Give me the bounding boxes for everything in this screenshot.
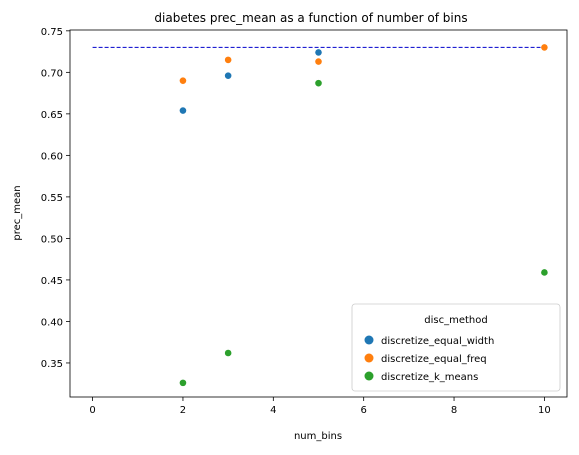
data-point-discretize-equal-freq [540,43,549,52]
data-point-discretize-equal-width [224,71,233,80]
legend-entry: discretize_equal_freq [381,354,487,365]
y-tick-label: 0.45 [41,276,63,287]
x-tick-label: 2 [180,405,186,416]
legend-marker [364,353,374,363]
data-point-discretize-equal-width [179,106,187,115]
x-tick-label: 10 [538,405,551,416]
plot-frame [69,29,568,398]
y-tick-label: 0.65 [41,110,63,121]
legend-title: disc_method [424,315,487,326]
legend-marker [364,335,374,345]
x-tick-label: 6 [360,405,366,416]
data-point-discretize-k-means [540,268,549,277]
y-tick-label: 0.50 [41,234,63,245]
y-tick-label: 0.55 [41,193,63,204]
legend-entry: discretize_k_means [381,372,478,383]
legend: disc_method discretize_equal_widthdiscre… [351,303,561,392]
x-tick-label: 8 [451,405,457,416]
data-point-discretize-equal-freq [179,76,187,85]
data-point-discretize-equal-width [314,48,323,57]
y-tick-label: 0.70 [41,68,63,79]
y-tick-label: 0.35 [41,359,63,370]
data-point-discretize-k-means [314,79,323,88]
data-point-discretize-k-means [179,378,187,387]
y-tick-label: 0.40 [41,317,63,328]
legend-box [351,303,561,392]
legend-entry: discretize_equal_width [381,336,494,347]
chart-title: diabetes prec_mean as a function of numb… [154,11,467,25]
y-axis-label: prec_mean [12,185,23,240]
x-tick-label: 4 [270,405,276,416]
data-point-discretize-equal-freq [224,55,233,64]
x-axis-label: num_bins [294,431,342,442]
y-tick-label: 0.75 [41,27,63,38]
data-point-discretize-k-means [224,349,233,357]
legend-marker [364,371,374,381]
y-tick-label: 0.60 [41,151,63,162]
x-tick-label: 0 [89,405,95,416]
data-point-discretize-equal-freq [314,57,323,66]
